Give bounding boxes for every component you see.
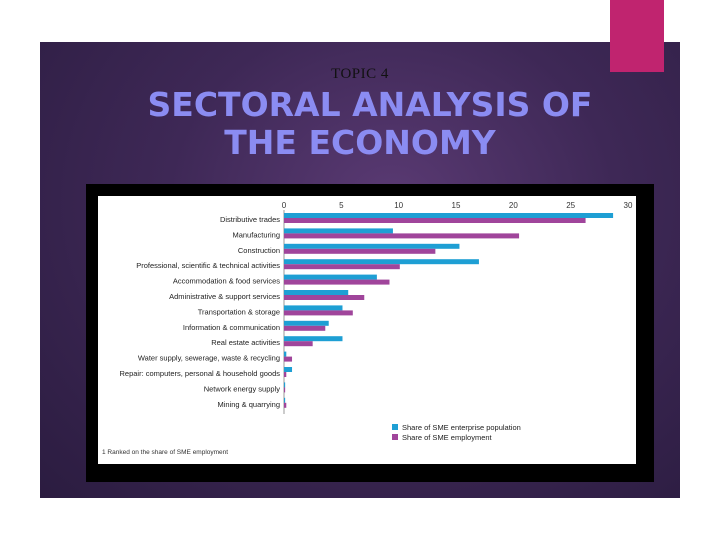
bar-employment-share	[284, 341, 313, 347]
bar-employment-share	[284, 295, 365, 300]
category-label: Transportation & storage	[198, 307, 280, 316]
chart-panel: 0 5 10 15 20 25 30 Distributive trades Manufactu…	[98, 196, 636, 464]
category-label: Professional, scientific & technical act…	[136, 261, 280, 270]
bar-employment-share	[284, 356, 293, 362]
bar-employment-share	[284, 218, 586, 223]
bar-enterprise-share	[284, 305, 343, 311]
accent-bar	[610, 0, 664, 72]
category-label: Administrative & support services	[169, 292, 280, 301]
bar-enterprise-share	[284, 228, 393, 234]
bar-employment-share	[284, 325, 326, 331]
legend-label: Share of SME employment	[402, 433, 493, 442]
x-tick-label: 25	[566, 201, 575, 210]
x-tick-label: 5	[339, 201, 344, 210]
bar-employment-share	[284, 387, 286, 393]
bar-chart: 0 5 10 15 20 25 30 Distributive trades Manufactu…	[102, 201, 633, 456]
bar-enterprise-share	[284, 274, 377, 280]
legend-swatch	[392, 424, 398, 430]
bar-enterprise-share	[284, 336, 343, 342]
bar-enterprise-share	[284, 397, 286, 403]
bar-enterprise-share	[284, 290, 349, 295]
category-label: Accommodation & food services	[173, 277, 280, 286]
legend-swatch	[392, 434, 398, 440]
chart-footnote: 1 Ranked on the share of SME employment	[102, 449, 228, 456]
x-tick-label: 20	[509, 201, 518, 210]
bar-employment-share	[284, 233, 520, 239]
bar-enterprise-share	[284, 382, 286, 388]
bar-enterprise-share	[284, 243, 460, 249]
category-label: Real estate activities	[211, 338, 280, 347]
category-label: Repair: computers, personal & household …	[119, 369, 280, 378]
bar-enterprise-share	[284, 367, 293, 372]
bar-employment-share	[284, 264, 400, 270]
bar-employment-share	[284, 279, 390, 285]
slide-title-line2: THE ECONOMY	[224, 123, 496, 162]
bar-enterprise-share	[284, 320, 329, 326]
bar-enterprise-share	[284, 351, 287, 357]
bar-employment-share	[284, 310, 353, 316]
category-label: Water supply, sewerage, waste & recyclin…	[138, 354, 280, 363]
category-label: Information & communication	[183, 323, 280, 332]
category-label: Construction	[238, 246, 280, 255]
bar-employment-share	[284, 248, 436, 254]
bar-enterprise-share	[284, 213, 614, 218]
topic-label: TOPIC 4	[331, 66, 389, 82]
slide-title-line1: SECTORAL ANALYSIS OF	[147, 85, 593, 124]
category-label: Distributive trades	[220, 215, 280, 224]
x-tick-label: 15	[452, 201, 461, 210]
category-label: Mining & quarrying	[217, 400, 280, 409]
x-tick-label: 0	[282, 201, 287, 210]
category-label: Manufacturing	[232, 230, 280, 239]
bar-employment-share	[284, 402, 287, 408]
x-tick-label: 30	[624, 201, 633, 210]
x-tick-label: 10	[394, 201, 403, 210]
category-label: Network energy supply	[204, 384, 281, 393]
bar-employment-share	[284, 372, 287, 377]
bar-enterprise-share	[284, 259, 479, 265]
legend-label: Share of SME enterprise population	[402, 423, 521, 432]
